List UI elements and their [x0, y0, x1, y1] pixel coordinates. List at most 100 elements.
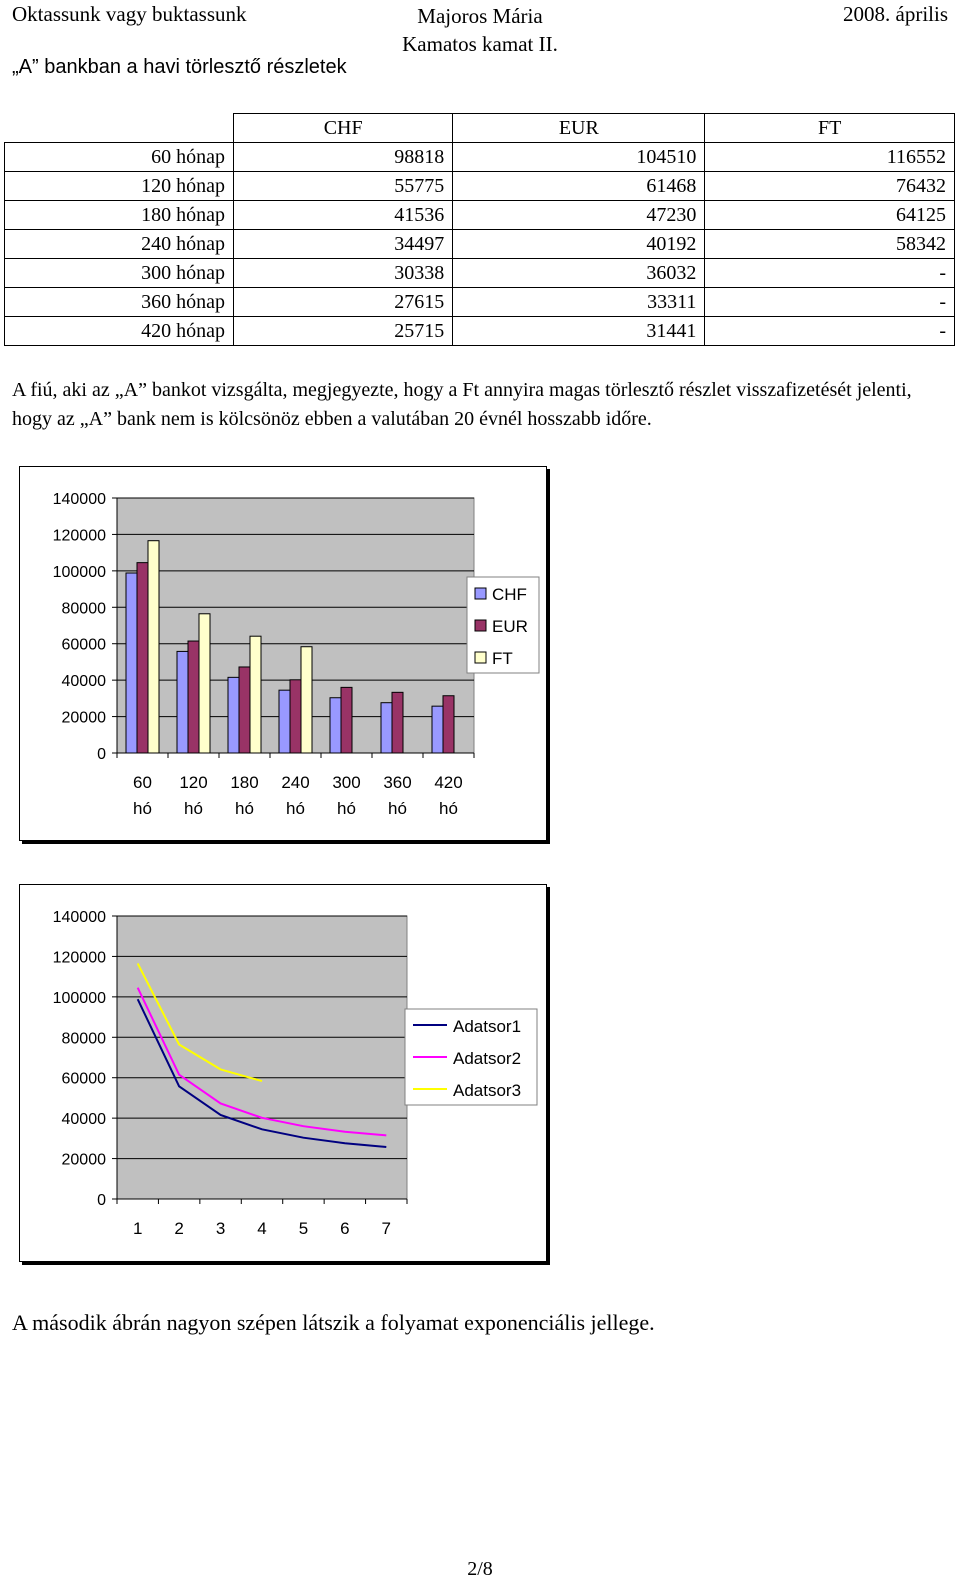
- legend-label-adatsor2: Adatsor2: [453, 1049, 521, 1068]
- table-row: 420 hónap 25715 31441-: [4, 316, 955, 346]
- x-tick-label-unit: hó: [235, 799, 254, 818]
- x-tick-label: 120: [179, 773, 207, 792]
- table-cell: 47230: [452, 200, 706, 230]
- x-tick-label: 1: [133, 1219, 142, 1238]
- column-header-eur: EUR: [452, 113, 706, 143]
- x-tick-label-unit: hó: [388, 799, 407, 818]
- bar-ft: [300, 646, 313, 754]
- y-tick-label: 20000: [62, 710, 107, 727]
- x-tick-label: 240: [281, 773, 309, 792]
- table-row: 120 hónap 55775 61468 76432: [4, 171, 955, 201]
- line-chart: 0 20000 40000 60000 80000 100000 120000 140000 1…: [53, 909, 538, 1238]
- bar-eur: [136, 562, 149, 754]
- bar-ft: [147, 540, 160, 754]
- table-corner-cell: [4, 113, 234, 143]
- column-header-ft: FT: [704, 113, 955, 143]
- bar-ft: [198, 613, 211, 754]
- bar-chf: [125, 572, 138, 754]
- row-label: 240 hónap: [4, 229, 234, 259]
- table-cell: 41536: [232, 200, 454, 230]
- x-tick-label: 3: [216, 1219, 225, 1238]
- bar-chf: [176, 650, 189, 754]
- y-tick-label: 40000: [62, 1111, 107, 1128]
- x-tick-label: 5: [299, 1219, 308, 1238]
- bar-eur: [238, 666, 251, 754]
- table-row: 180 hónap 41536 47230 64125: [4, 200, 955, 230]
- table-cell: 76432: [704, 171, 955, 201]
- column-header-chf: CHF: [232, 113, 454, 143]
- y-tick-label: 80000: [62, 600, 107, 617]
- y-tick-label: 0: [97, 1192, 106, 1209]
- x-tick-label-unit: hó: [439, 799, 458, 818]
- row-label: 300 hónap: [4, 258, 234, 288]
- x-tick-label-unit: hó: [184, 799, 203, 818]
- x-tick-label: 7: [382, 1219, 391, 1238]
- row-label: 60 hónap: [4, 142, 234, 172]
- section-title: „A” bankban a havi törlesztő részletek: [12, 56, 347, 78]
- legend-swatch: [474, 651, 487, 664]
- legend-swatch: [474, 587, 487, 600]
- table-cell: 31441: [452, 316, 706, 346]
- table-cell: 33311: [452, 287, 706, 317]
- x-tick-label: 360: [383, 773, 411, 792]
- plot-area: [116, 915, 408, 1200]
- x-tick-label: 6: [340, 1219, 349, 1238]
- y-tick-label: 20000: [62, 1152, 107, 1169]
- legend-swatch: [474, 619, 487, 632]
- paragraph-1: A fiú, aki az „A” bankot vizsgálta, megj…: [12, 379, 912, 430]
- y-tick-label: 120000: [53, 949, 106, 966]
- y-tick-label: 80000: [62, 1030, 107, 1047]
- header-author: Majoros Mária: [417, 4, 543, 28]
- table-cell: 40192: [452, 229, 706, 259]
- x-tick-label: 4: [257, 1219, 266, 1238]
- x-tick-label: 2: [174, 1219, 183, 1238]
- legend-label-adatsor3: Adatsor3: [453, 1081, 521, 1100]
- header-left: Oktassunk vagy buktassunk: [12, 2, 247, 26]
- table-row: 360 hónap 27615 33311-: [4, 287, 955, 317]
- bar-chart: 0 20000 40000 60000 80000 100000 120000 140000 6…: [53, 491, 540, 818]
- x-tick-label: 180: [230, 773, 258, 792]
- page-number: 2/8: [467, 1558, 493, 1580]
- row-label: 120 hónap: [4, 171, 234, 201]
- x-tick-label-unit: hó: [337, 799, 356, 818]
- payments-table: CHF EUR FT 60 hónap 98818 104510 116552 120 hón…: [4, 113, 955, 346]
- row-label: 360 hónap: [4, 287, 234, 317]
- series-line-adatsor3: [136, 962, 263, 1083]
- bar-eur: [340, 686, 353, 754]
- bar-chf: [278, 689, 291, 754]
- bar-eur: [391, 691, 404, 754]
- table-cell: 58342: [704, 229, 955, 259]
- x-tick-label: 60: [133, 773, 152, 792]
- table-header-row: CHF EUR FT: [4, 113, 955, 143]
- header-center: Majoros Mária Kamatos kamat II.: [0, 2, 960, 58]
- y-tick-label: 100000: [53, 990, 106, 1007]
- table-cell: 34497: [232, 229, 454, 259]
- table-cell: 61468: [452, 171, 706, 201]
- y-tick-label: 140000: [53, 491, 106, 508]
- x-tick-label: 300: [332, 773, 360, 792]
- table-cell: -: [704, 258, 955, 288]
- legend-label-adatsor1: Adatsor1: [453, 1017, 521, 1036]
- table-row: 60 hónap 98818 104510 116552: [4, 142, 955, 172]
- bar-chf: [227, 676, 240, 754]
- legend-label-ft: FT: [492, 649, 513, 668]
- row-label: 180 hónap: [4, 200, 234, 230]
- table-cell: -: [704, 287, 955, 317]
- series-line-adatsor1: [136, 998, 387, 1148]
- bar-ft: [249, 635, 262, 754]
- table-cell: -: [704, 316, 955, 346]
- x-tick-label: 420: [434, 773, 462, 792]
- x-tick-label-unit: hó: [133, 799, 152, 818]
- table-cell: 27615: [232, 287, 454, 317]
- table-cell: 25715: [232, 316, 454, 346]
- legend-label-eur: EUR: [492, 617, 528, 636]
- paragraph-2: A második ábrán nagyon szépen látszik a …: [12, 1310, 655, 1335]
- legend-label-chf: CHF: [492, 585, 527, 604]
- y-tick-label: 40000: [62, 673, 107, 690]
- row-label: 420 hónap: [4, 316, 234, 346]
- bar-eur: [187, 640, 200, 754]
- y-tick-label: 120000: [53, 527, 106, 544]
- y-tick-label: 60000: [62, 637, 107, 654]
- series-line-adatsor2: [136, 987, 387, 1137]
- table-cell: 104510: [452, 142, 706, 172]
